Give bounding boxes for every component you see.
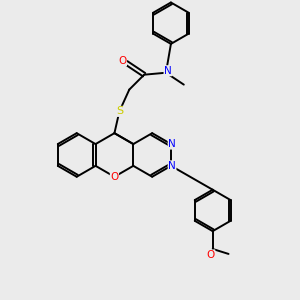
Text: N: N	[164, 66, 172, 76]
Text: N: N	[168, 161, 176, 171]
Text: O: O	[207, 250, 215, 260]
Text: O: O	[110, 172, 118, 182]
Text: O: O	[118, 56, 127, 66]
Text: N: N	[168, 139, 176, 149]
Text: S: S	[116, 106, 123, 116]
